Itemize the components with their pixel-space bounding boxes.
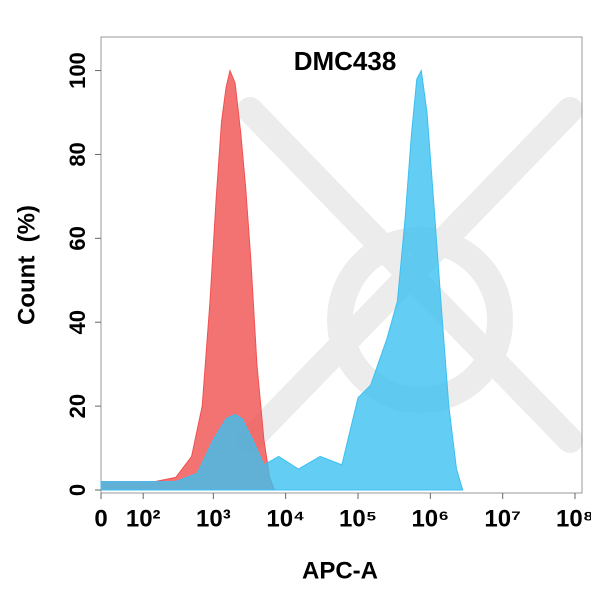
y-axis-label: Count (%) [13, 205, 40, 325]
x-tick-label: 0 [94, 505, 107, 532]
x-tick-label: 10³ [196, 505, 231, 532]
y-tick-label: 60 [65, 226, 90, 250]
x-tick-label: 10² [126, 505, 161, 532]
x-tick-label: 10⁸ [556, 505, 591, 532]
y-tick-label: 0 [65, 484, 90, 496]
y-tick-label: 40 [65, 310, 90, 334]
plot-frame [100, 36, 583, 494]
area [100, 69, 464, 491]
y-tick-label: 20 [65, 394, 90, 418]
y-tick-label: 80 [65, 142, 90, 166]
x-tick-label: 10⁶ [411, 505, 449, 532]
x-axis-label: APC-A [302, 557, 378, 584]
chart-title: DMC438 [294, 46, 397, 76]
area [100, 68, 276, 491]
y-tick-label: 100 [65, 52, 90, 89]
x-tick-label: 10⁵ [339, 505, 377, 532]
x-tick-label: 10⁷ [484, 505, 521, 532]
x-tick-label: 10⁴ [266, 505, 305, 532]
